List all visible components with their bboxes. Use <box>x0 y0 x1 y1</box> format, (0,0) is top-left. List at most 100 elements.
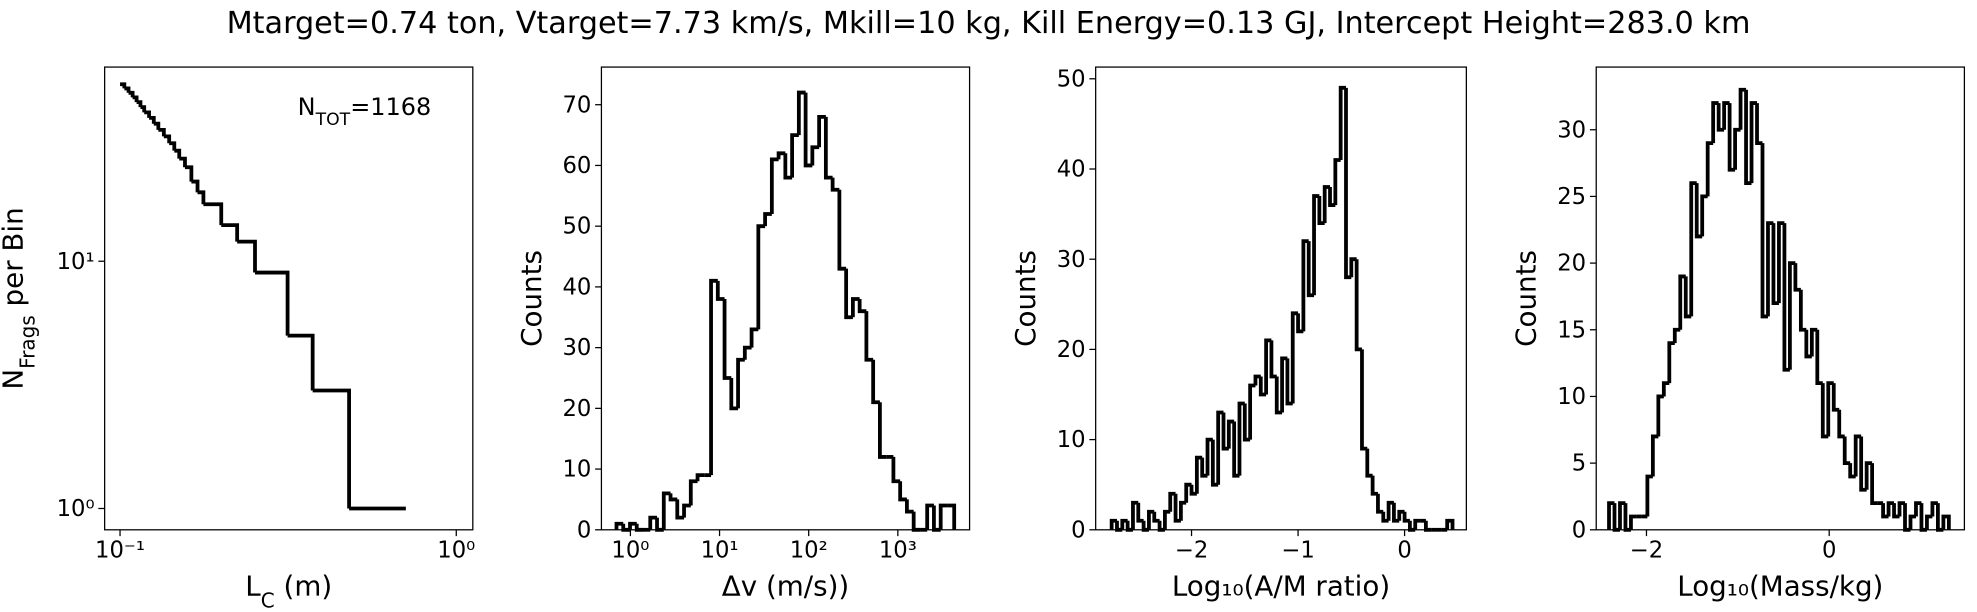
step-segment <box>184 165 194 182</box>
x-tick-label: −2 <box>1175 538 1208 564</box>
y-tick-label: 30 <box>562 335 591 361</box>
x-tick-label: 10¹ <box>701 538 739 564</box>
annotation: NTOT=1168 <box>298 93 432 130</box>
histogram-bar <box>621 523 631 532</box>
step-segment <box>191 179 200 193</box>
y-tick-label: 50 <box>562 214 591 240</box>
plot-frame <box>1095 66 1467 531</box>
step-segment <box>120 82 127 89</box>
histogram-bar <box>925 503 934 530</box>
histogram-bar <box>1248 383 1256 440</box>
y-tick-label: 15 <box>1557 317 1586 343</box>
histogram-bar <box>763 212 772 227</box>
histogram-bar <box>1809 327 1818 357</box>
step-segment <box>197 190 206 205</box>
histogram-bar <box>898 481 907 502</box>
histogram-bar <box>1349 257 1357 278</box>
histogram-bar <box>1301 239 1309 332</box>
x-tick-label: −1 <box>1281 538 1314 564</box>
histogram-bar <box>1253 374 1261 386</box>
plot-frame <box>600 66 971 531</box>
histogram-bar <box>1445 518 1455 530</box>
step-segment <box>153 121 161 130</box>
histogram-bar <box>1237 401 1245 476</box>
x-axis-label-part: (m) <box>275 569 332 602</box>
step-segment <box>124 86 131 93</box>
histogram-bar <box>1914 501 1922 517</box>
step-segment <box>203 202 224 226</box>
histogram-bar <box>1837 409 1845 439</box>
histogram-bar <box>1694 183 1703 239</box>
histogram-bar <box>1344 87 1352 280</box>
histogram-bar <box>938 503 948 530</box>
histogram-bar <box>715 280 725 301</box>
histogram-bar <box>905 499 914 514</box>
histogram-bar <box>878 402 887 459</box>
y-tick-label: 20 <box>562 396 591 422</box>
histogram-bar <box>1908 514 1916 530</box>
histogram-bar <box>1322 185 1331 224</box>
histogram-bar <box>1618 501 1626 530</box>
histogram-bar <box>1941 514 1951 530</box>
y-tick-label: 10 <box>562 457 591 483</box>
histogram-bar <box>1269 340 1277 379</box>
histogram-bar <box>1831 383 1840 412</box>
x-axis-label: Log₁₀(A/M ratio) <box>1172 569 1390 602</box>
histogram-bar <box>1842 436 1851 466</box>
x-tick-label: 0 <box>1822 538 1836 564</box>
histogram-bar <box>1667 341 1675 384</box>
histogram-bar <box>1700 194 1708 237</box>
step-segment <box>149 116 156 124</box>
histogram-bar <box>668 493 678 502</box>
histogram-bar <box>648 515 658 530</box>
histogram-bar <box>1163 509 1171 530</box>
histogram-bar <box>1152 511 1160 523</box>
y-tick-label: 10 <box>1557 384 1586 410</box>
histogram-bar <box>1290 311 1299 404</box>
step-segment <box>254 270 290 336</box>
histogram-bar <box>1897 501 1906 517</box>
y-axis-label-part: Frags <box>16 315 40 369</box>
y-tick-label: 10 <box>1057 427 1086 453</box>
histogram-bar <box>783 153 793 180</box>
histogram-bar <box>1930 501 1938 517</box>
histogram-bar <box>776 151 786 160</box>
histogram-bar <box>1771 223 1779 305</box>
y-axis-label: Counts <box>1510 250 1543 347</box>
y-tick-label: 0 <box>1572 517 1586 543</box>
histogram-bar <box>1147 509 1155 530</box>
step-segment <box>221 223 240 242</box>
histogram-bar <box>634 523 644 532</box>
x-axis-label: Log₁₀(Mass/kg) <box>1677 569 1883 602</box>
step-segment <box>169 141 177 151</box>
histogram-bar <box>1793 263 1801 292</box>
y-tick-label: 0 <box>577 517 591 543</box>
histogram-bar <box>769 157 779 215</box>
histogram-bar <box>736 357 745 409</box>
y-tick-label: 40 <box>562 274 591 300</box>
histogram-bar <box>837 189 847 271</box>
histogram-bar <box>1870 463 1878 506</box>
histogram-bar <box>1194 455 1203 494</box>
y-tick-label: 0 <box>1071 517 1085 543</box>
histogram-bar <box>871 359 880 405</box>
histogram-bar <box>823 116 833 180</box>
histogram-bar <box>1370 475 1378 496</box>
histogram-bar <box>1645 474 1653 517</box>
histogram-bar <box>1853 434 1862 477</box>
y-tick-label: 60 <box>562 153 591 179</box>
histogram-bar <box>1716 103 1725 132</box>
annotation-part: =1168 <box>350 93 431 121</box>
histogram-bar <box>1925 514 1933 530</box>
y-tick-label: 25 <box>1557 184 1586 210</box>
histogram-bar <box>850 297 860 318</box>
histogram-bar <box>1216 410 1224 485</box>
histogram-bar <box>614 521 624 530</box>
histogram-bar <box>1733 127 1741 170</box>
histogram-bar <box>1413 518 1421 530</box>
histogram-bar <box>742 345 752 360</box>
histogram-bar <box>844 268 853 320</box>
histogram-bar <box>1656 394 1664 437</box>
histogram-bar <box>1607 501 1615 530</box>
histogram-bar <box>1672 327 1681 344</box>
